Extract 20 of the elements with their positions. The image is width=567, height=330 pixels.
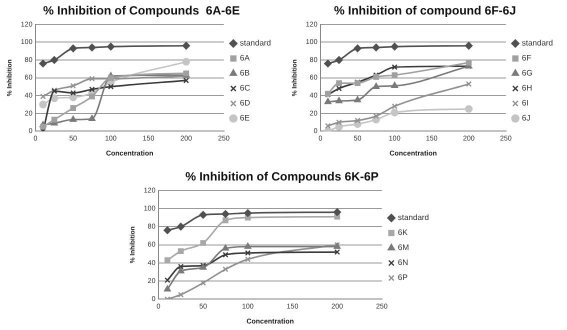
chart-title: % Inhibition of compound 6F-6J <box>334 4 516 18</box>
legend-label: 6M <box>398 243 410 252</box>
legend-label: 6C <box>240 84 250 93</box>
legend-label: 6N <box>398 258 408 268</box>
legend-label: 6E <box>240 114 250 123</box>
legend-label: 6I <box>522 98 529 108</box>
legend-label: 6B <box>240 68 250 78</box>
legend-label: standard <box>398 213 430 222</box>
chart-title: % Inhibition of Compounds 6A-6E <box>43 4 240 18</box>
legend-label: 6G <box>522 68 533 78</box>
legend-label: 6J <box>522 114 530 123</box>
legend-label: standard <box>522 38 554 48</box>
legend-label: 6K <box>398 228 408 238</box>
legend-label: 6D <box>240 98 250 108</box>
legend-label: 6F <box>522 54 532 63</box>
legend-label: 6P <box>398 273 408 282</box>
legend-label: 6H <box>522 84 532 93</box>
legend-label: standard <box>240 38 272 48</box>
legend-label: 6A <box>240 54 250 63</box>
chart-title: % Inhibition of Compounds 6K-6P <box>185 170 379 184</box>
